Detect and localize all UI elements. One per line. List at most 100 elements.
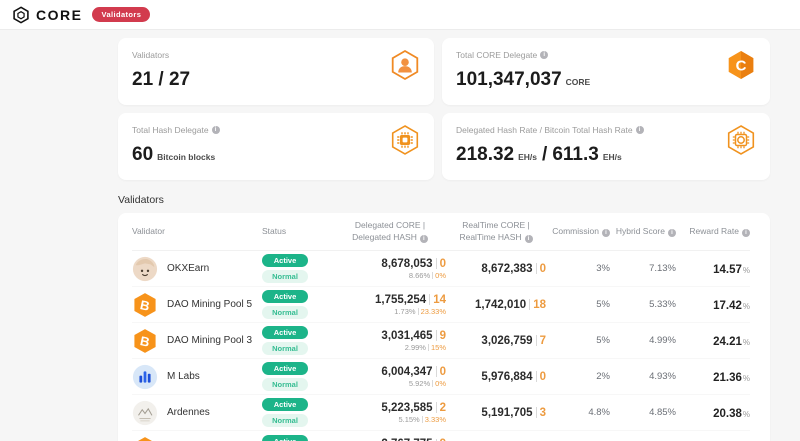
info-icon[interactable] — [742, 228, 750, 237]
stat-label: Delegated Hash Rate / Bitcoin Total Hash… — [456, 125, 633, 135]
delegated-hash-percent: 15% — [430, 342, 446, 352]
status-badge-active: Active — [262, 254, 308, 267]
commission-value: 2% — [596, 371, 610, 382]
divider — [435, 438, 437, 441]
validators-table: Validator Status Delegated CORE | Delega… — [118, 213, 770, 441]
info-icon[interactable] — [211, 126, 220, 134]
core-token-icon: C — [725, 49, 757, 81]
info-icon[interactable] — [635, 126, 644, 134]
delegated-core-percent: 5.15% — [398, 414, 420, 424]
validator-table-row[interactable]: OKXEarn Active Normal 8,678,053 0 8.66% … — [132, 251, 750, 287]
core-logo-icon — [12, 5, 30, 24]
hybrid-score-value: 4.93% — [649, 371, 676, 382]
delegated-hash-value: 14 — [433, 293, 446, 306]
info-icon[interactable] — [540, 51, 549, 59]
validator-name: OKXEarn — [167, 263, 210, 274]
realtime-core-value: 3,026,759 — [481, 334, 533, 347]
delegated-hash-rate-value: 218.32 — [456, 144, 515, 165]
delegated-hash-value: 0 — [439, 365, 446, 378]
delegated-hash-percent: 23.33% — [420, 306, 446, 316]
divider — [417, 307, 419, 315]
validator-avatar: B — [132, 292, 158, 318]
bitcoin-blocks-unit-label: Bitcoin blocks — [157, 152, 216, 162]
reward-rate-value: 17.42 — [713, 299, 742, 312]
validator-avatar — [132, 256, 158, 282]
delegated-hash-value: 0 — [439, 257, 446, 270]
hashrate-hexagon-icon — [725, 124, 757, 156]
commission-value: 3% — [596, 263, 610, 274]
delegated-core-value: 8,678,053 — [381, 257, 433, 270]
hybrid-score-value: 7.13% — [649, 263, 676, 274]
validators-count-value: 21 / 27 — [132, 69, 191, 90]
info-icon[interactable] — [524, 234, 533, 243]
validator-name: DAO Mining Pool 3 — [167, 335, 253, 346]
info-icon[interactable] — [602, 228, 610, 237]
divider — [435, 402, 437, 413]
hybrid-score-value: 4.99% — [649, 335, 676, 346]
stat-label: Total Hash Delegate — [132, 125, 209, 135]
delegated-core-value: 6,004,347 — [381, 365, 433, 378]
total-hash-delegate-value: 60 — [132, 144, 154, 165]
realtime-hash-value: 0 — [539, 370, 546, 383]
status-badge-normal: Normal — [262, 414, 308, 427]
divider — [435, 366, 437, 377]
divider — [429, 294, 431, 305]
divider — [432, 379, 434, 387]
divider — [421, 415, 423, 423]
divider — [435, 330, 437, 341]
validator-table-row[interactable]: M Labs Active Normal 6,004,347 0 5.92% 0… — [132, 359, 750, 395]
stat-card-validators: Validators 21 / 27 — [118, 38, 434, 105]
info-icon[interactable] — [419, 234, 428, 243]
stat-label: Validators — [132, 50, 170, 60]
validator-table-row[interactable]: B DAO Mining Pool 3 Active Normal 3,031,… — [132, 323, 750, 359]
realtime-hash-value: 18 — [533, 298, 546, 311]
validator-table-row[interactable]: B DAO Mining Pool 2 Active Normal 2,767,… — [132, 431, 750, 441]
header-hybrid-score: Hybrid Score — [610, 226, 676, 237]
core-logo[interactable]: CORE — [12, 5, 83, 24]
divider — [435, 258, 437, 269]
validator-avatar: B — [132, 328, 158, 354]
validator-avatar: B — [132, 436, 158, 441]
svg-text:C: C — [736, 58, 747, 75]
delegated-hash-value: 9 — [440, 438, 446, 441]
validator-avatar — [132, 364, 158, 390]
delegated-core-percent: 1.73% — [394, 306, 416, 316]
stats-card-grid: Validators 21 / 27 Total CORE Delegate 1… — [118, 38, 770, 180]
percent-sign: % — [742, 373, 750, 383]
divider — [535, 371, 537, 382]
header-validator: Validator — [132, 225, 165, 236]
validator-table-row[interactable]: B DAO Mining Pool 5 Active Normal 1,755,… — [132, 287, 750, 323]
validator-name: M Labs — [167, 371, 200, 382]
core-unit-label: CORE — [565, 77, 591, 87]
stat-card-delegated-hash-rate: Delegated Hash Rate / Bitcoin Total Hash… — [442, 113, 770, 180]
status-badge-normal: Normal — [262, 378, 308, 391]
percent-sign: % — [742, 301, 750, 311]
hybrid-score-value: 4.85% — [649, 407, 676, 418]
logo-text: CORE — [36, 6, 83, 23]
reward-rate-value: 20.38 — [713, 407, 742, 420]
table-header-row: Validator Status Delegated CORE | Delega… — [132, 213, 750, 251]
delegated-core-percent: 8.66% — [408, 270, 431, 280]
header-status: Status — [262, 225, 287, 236]
validator-name: DAO Mining Pool 5 — [167, 299, 253, 310]
info-icon[interactable] — [668, 228, 676, 237]
hybrid-score-value: 5.33% — [649, 299, 676, 310]
status-badge-active: Active — [262, 398, 308, 411]
status-badge-active: Active — [262, 362, 308, 375]
delegated-core-value: 1,755,254 — [375, 293, 427, 306]
realtime-core-value: 8,672,383 — [481, 262, 533, 275]
ehs-unit-label: EH/s — [518, 152, 538, 162]
header-realtime: RealTime CORE | RealTime HASH — [446, 220, 546, 243]
validator-table-row[interactable]: Ardennes Active Normal 5,223,585 2 5.15%… — [132, 395, 750, 431]
percent-sign: % — [742, 409, 750, 419]
percent-sign: % — [742, 265, 750, 275]
user-hexagon-icon — [389, 49, 421, 81]
delegated-hash-percent: 0% — [435, 270, 446, 280]
stat-card-total-hash-delegate: Total Hash Delegate 60 Bitcoin blocks — [118, 113, 434, 180]
status-badge-normal: Normal — [262, 270, 308, 283]
chip-hexagon-icon — [389, 124, 421, 156]
delegated-hash-value: 9 — [439, 329, 446, 342]
realtime-core-value: 1,742,010 — [475, 298, 527, 311]
realtime-hash-value: 3 — [539, 406, 546, 419]
commission-value: 5% — [596, 335, 610, 346]
